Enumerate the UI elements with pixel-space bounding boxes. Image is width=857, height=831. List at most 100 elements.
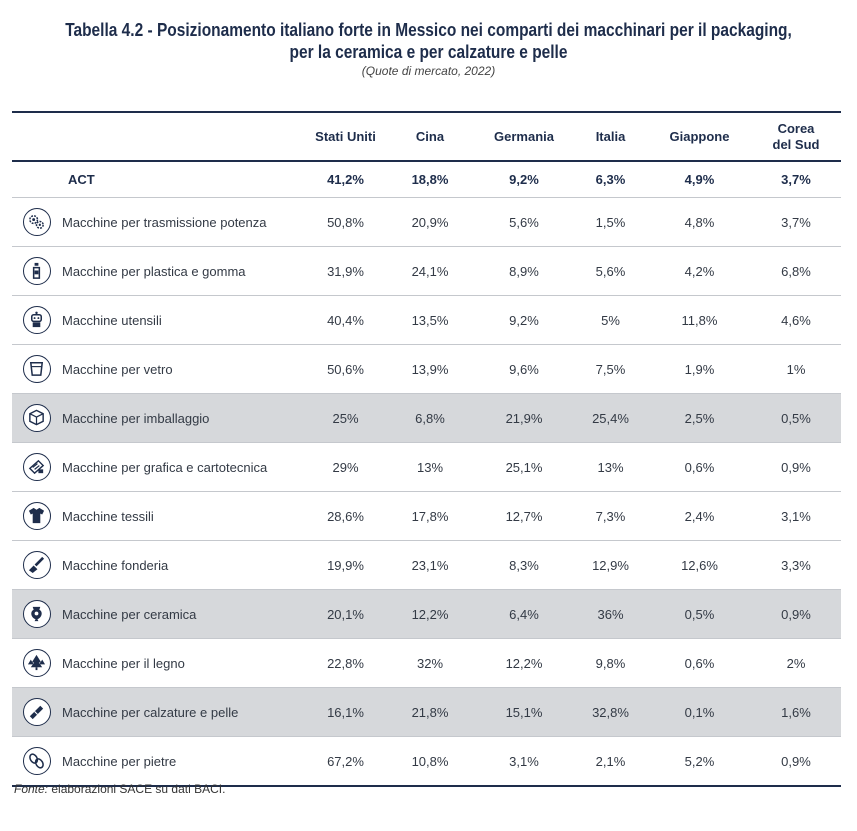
col-header-cina: Cina [385,113,475,162]
table-row: Macchine per plastica e gomma 31,9% 24,1% 8… [12,246,841,296]
row-value-giappone: 2,4% [648,491,751,541]
row-value-cina: 24,1% [385,246,475,296]
row-value-corea-del-sud: 3,7% [751,197,841,247]
act-value-stati-uniti: 41,2% [327,172,364,187]
row-value-cina: 12,2% [385,589,475,639]
row-value-germania: 15,1% [475,687,573,737]
row-value-stati-uniti: 22,8% [306,638,385,688]
bottle-icon [23,257,51,285]
table-row: Macchine tessili 28,6% 17,8% 12,7% 7,3% 2,4% 3… [12,491,841,541]
row-value-italia: 2,1% [573,736,648,787]
table-subtitle: (Quote di mercato, 2022) [361,64,496,78]
row-value-stati-uniti: 31,9% [306,246,385,296]
row-icon-cell [12,491,62,541]
row-value-giappone: 4,8% [648,197,751,247]
row-value-italia: 7,3% [573,491,648,541]
tshirt-icon [23,502,51,530]
row-value-italia: 9,8% [573,638,648,688]
row-label: Macchine per imballaggio [62,393,306,443]
table-title: Tabella 4.2 - Posizionamento italiano fo… [60,19,797,63]
row-value-cina: 32% [385,638,475,688]
act-label: ACT [68,172,95,187]
act-icon-spacer [12,161,62,198]
row-icon-cell [12,589,62,639]
row-value-giappone: 0,5% [648,589,751,639]
row-value-cina: 17,8% [385,491,475,541]
header-row: Stati Uniti Cina Germania Italia Giappon… [12,113,841,162]
source-prefix: Fonte: [14,782,49,796]
row-value-italia: 1,5% [573,197,648,247]
trees-icon [23,649,51,677]
row-value-stati-uniti: 25% [306,393,385,443]
row-label: Macchine per pietre [62,736,306,787]
act-value-italia: 6,3% [595,172,626,187]
row-value-germania: 21,9% [475,393,573,443]
row-value-germania: 6,4% [475,589,573,639]
source-note: Fonte: elaborazioni SACE su dati BACI. [14,782,225,796]
row-value-germania: 9,6% [475,344,573,394]
table-row: Macchine fonderia 19,9% 23,1% 8,3% 12,9% 12,6… [12,540,841,590]
row-value-corea-del-sud: 2% [751,638,841,688]
shoe-icon [23,698,51,726]
row-icon-cell [12,540,62,590]
row-value-corea-del-sud: 1,6% [751,687,841,737]
row-icon-cell [12,638,62,688]
header-label-spacer [62,113,306,162]
row-value-italia: 25,4% [573,393,648,443]
row-label: Macchine fonderia [62,540,306,590]
col-header-giappone: Giappone [648,113,751,162]
table-row: Macchine per calzature e pelle 16,1% 21,8%… [12,687,841,737]
row-value-italia: 7,5% [573,344,648,394]
row-value-germania: 12,7% [475,491,573,541]
row-value-germania: 9,2% [475,295,573,345]
act-value-giappone: 4,9% [684,172,715,187]
ladle-icon [23,551,51,579]
row-label: Macchine tessili [62,491,306,541]
printer-icon [23,453,51,481]
row-value-cina: 23,1% [385,540,475,590]
gears-icon [23,208,51,236]
row-value-stati-uniti: 28,6% [306,491,385,541]
row-value-italia: 5% [573,295,648,345]
act-row: ACT 41,2% 18,8% 9,2% 6,3% 4,9% 3,7% [12,161,841,198]
row-value-giappone: 11,8% [648,295,751,345]
row-label: Macchine utensili [62,295,306,345]
row-value-cina: 6,8% [385,393,475,443]
row-value-giappone: 0,1% [648,687,751,737]
row-value-germania: 3,1% [475,736,573,787]
row-value-giappone: 1,9% [648,344,751,394]
row-value-stati-uniti: 50,6% [306,344,385,394]
table-row: Macchine per ceramica 20,1% 12,2% 6,4% 36% 0,… [12,589,841,639]
row-value-cina: 13,5% [385,295,475,345]
table-row: Macchine per pietre 67,2% 10,8% 3,1% 2,1% 5,2… [12,736,841,787]
col-header-germania: Germania [475,113,573,162]
row-value-cina: 13,9% [385,344,475,394]
row-label: Macchine per grafica e cartotecnica [62,442,306,492]
row-label: Macchine per il legno [62,638,306,688]
row-icon-cell [12,295,62,345]
vase-icon [23,600,51,628]
act-value-corea-del-sud: 3,7% [781,172,811,187]
row-value-corea-del-sud: 6,8% [751,246,841,296]
row-value-cina: 20,9% [385,197,475,247]
row-label: Macchine per calzature e pelle [62,687,306,737]
row-value-italia: 32,8% [573,687,648,737]
row-value-stati-uniti: 20,1% [306,589,385,639]
row-icon-cell [12,736,62,787]
row-value-germania: 25,1% [475,442,573,492]
table-row: Macchine per vetro 50,6% 13,9% 9,6% 7,5% 1,9%… [12,344,841,394]
row-label: Macchine per ceramica [62,589,306,639]
row-value-giappone: 0,6% [648,638,751,688]
row-value-italia: 13% [573,442,648,492]
row-icon-cell [12,197,62,247]
source-text: elaborazioni SACE su dati BACI. [48,782,226,796]
col-header-stati-uniti: Stati Uniti [306,113,385,162]
row-value-germania: 5,6% [475,197,573,247]
table-row: Macchine per imballaggio 25% 6,8% 21,9% 25,4… [12,393,841,443]
row-value-stati-uniti: 67,2% [306,736,385,787]
row-value-italia: 12,9% [573,540,648,590]
row-value-germania: 8,3% [475,540,573,590]
row-icon-cell [12,442,62,492]
col-header-corea-line2: del Sud [772,136,820,152]
row-value-italia: 5,6% [573,246,648,296]
